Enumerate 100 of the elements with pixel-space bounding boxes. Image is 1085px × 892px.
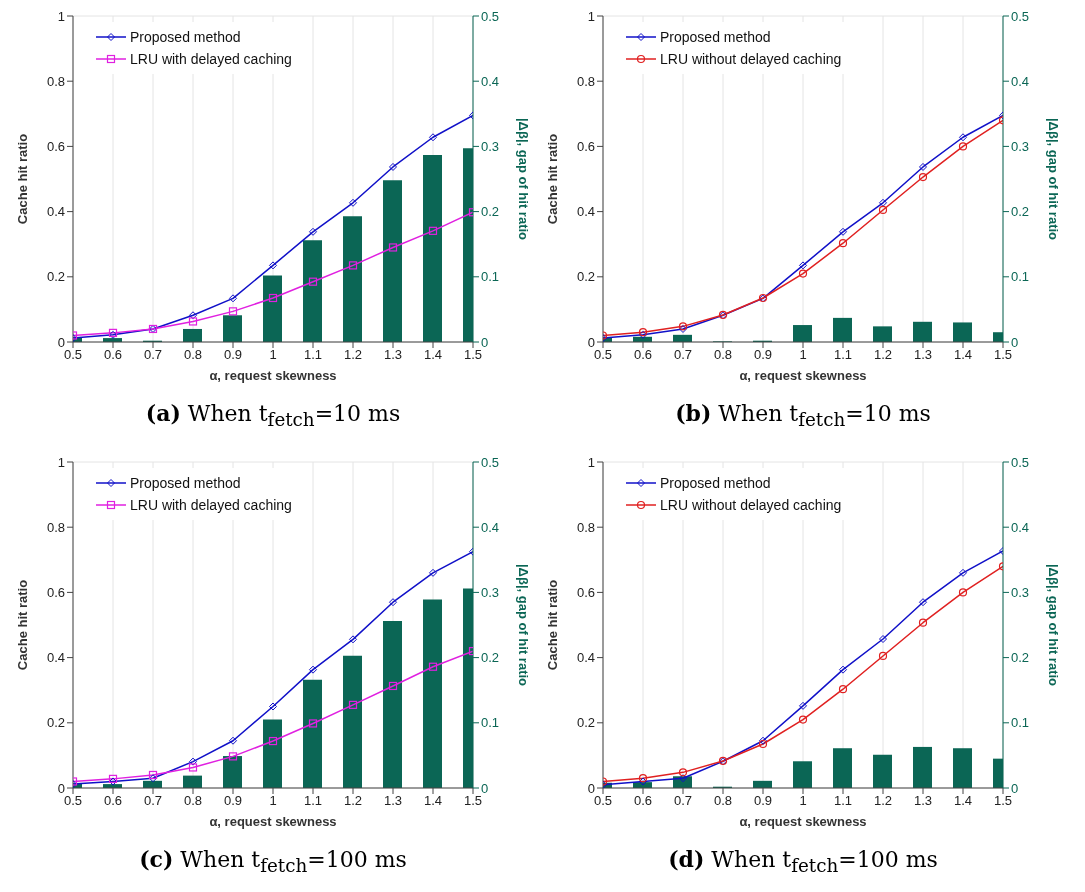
x-tick-label: 1.2 [343, 793, 363, 809]
x-tick-label: 0.5 [593, 347, 613, 363]
x-tick-label: 0.9 [753, 793, 773, 809]
y2-axis-title: |Δβ|, gap of hit ratio [1046, 117, 1062, 241]
y2-tick-label: 0.1 [481, 269, 500, 285]
y-tick-label: 0.6 [576, 585, 595, 601]
x-tick-label: 1.5 [463, 347, 483, 363]
x-tick-label: 1.3 [383, 793, 403, 809]
y2-tick-label: 0.4 [1011, 73, 1030, 89]
legend-label: LRU without delayed caching [660, 496, 842, 515]
y2-tick-label: 0 [1011, 334, 1019, 350]
y-tick-label: 0.2 [576, 715, 595, 731]
y-tick-label: 0.4 [46, 204, 65, 220]
y2-axis-title: |Δβ|, gap of hit ratio [516, 117, 532, 241]
y-tick-label: 0.6 [576, 139, 595, 155]
y-axis-title: Cache hit ratio [14, 579, 30, 671]
legend-label: Proposed method [130, 28, 241, 47]
x-tick-label: 0.8 [713, 793, 733, 809]
x-tick-label: 1.3 [913, 347, 933, 363]
y2-tick-label: 0.2 [1011, 204, 1030, 220]
x-tick-label: 0.5 [63, 793, 83, 809]
x-tick-label: 1.1 [833, 793, 853, 809]
x-tick-label: 0.7 [673, 347, 693, 363]
x-tick-label: 1.4 [953, 793, 973, 809]
text: (b) When t$_{fetch}$=10 ms [674, 400, 932, 431]
y2-tick-label: 0.4 [481, 73, 500, 89]
y-tick-label: 0.2 [576, 269, 595, 285]
x-tick-label: 0.8 [183, 793, 203, 809]
x-tick-label: 1 [269, 793, 277, 809]
x-tick-label: 1 [269, 347, 277, 363]
x-tick-label: 1.2 [873, 793, 893, 809]
y2-tick-label: 0.3 [481, 139, 500, 155]
x-tick-label: 1.5 [463, 793, 483, 809]
legend-label: Proposed method [660, 474, 771, 493]
y2-tick-label: 0 [481, 780, 489, 796]
y-tick-label: 0.8 [576, 73, 595, 89]
y2-tick-label: 0.5 [1011, 454, 1030, 470]
y-axis-title: Cache hit ratio [544, 579, 560, 671]
y-tick-label: 0 [57, 780, 65, 796]
y-tick-label: 0 [587, 780, 595, 796]
y2-tick-label: 0.2 [481, 204, 500, 220]
y2-tick-label: 0.4 [1011, 519, 1030, 535]
y2-tick-label: 0.5 [1011, 8, 1030, 24]
y2-axis-title: |Δβ|, gap of hit ratio [1046, 563, 1062, 687]
y-tick-label: 0.4 [46, 650, 65, 666]
text: (c) When t$_{fetch}$=100 ms [138, 846, 408, 877]
y-tick-label: 0.2 [46, 269, 65, 285]
x-tick-label: 1.1 [833, 347, 853, 363]
legend-label: LRU with delayed caching [130, 496, 292, 515]
x-tick-label: 0.6 [103, 347, 123, 363]
legend-label: LRU without delayed caching [660, 50, 842, 69]
x-tick-label: 1.1 [303, 793, 323, 809]
x-tick-label: 1.4 [423, 793, 443, 809]
y-tick-label: 0.8 [576, 519, 595, 535]
x-tick-label: 1.2 [343, 347, 363, 363]
x-tick-label: 1.4 [423, 347, 443, 363]
x-tick-label: 0.5 [593, 793, 613, 809]
legend-label: LRU with delayed caching [130, 50, 292, 69]
y-axis-title: Cache hit ratio [544, 133, 560, 225]
x-axis-title: α, request skewness [739, 368, 867, 383]
x-tick-label: 0.6 [633, 347, 653, 363]
legend-label: Proposed method [660, 28, 771, 47]
x-tick-label: 0.5 [63, 347, 83, 363]
x-tick-label: 1.1 [303, 347, 323, 363]
y-tick-label: 0 [587, 334, 595, 350]
y-tick-label: 0.8 [46, 519, 65, 535]
y2-tick-label: 0.5 [481, 8, 500, 24]
y-tick-label: 1 [57, 454, 65, 470]
x-tick-label: 0.8 [713, 347, 733, 363]
text: (a) When t$_{fetch}$=10 ms [144, 400, 402, 431]
y-tick-label: 1 [587, 454, 595, 470]
y2-tick-label: 0.1 [481, 715, 500, 731]
x-tick-label: 1 [799, 793, 807, 809]
y-tick-label: 1 [57, 8, 65, 24]
y2-tick-label: 0.1 [1011, 269, 1030, 285]
text: (d) When t$_{fetch}$=100 ms [667, 846, 939, 877]
y2-axis-title: |Δβ|, gap of hit ratio [516, 563, 532, 687]
x-tick-label: 0.7 [143, 347, 163, 363]
x-tick-label: 0.6 [633, 793, 653, 809]
x-tick-label: 1.4 [953, 347, 973, 363]
x-tick-label: 0.9 [223, 347, 243, 363]
y2-tick-label: 0.3 [481, 585, 500, 601]
x-tick-label: 0.9 [223, 793, 243, 809]
y-tick-label: 0.4 [576, 204, 595, 220]
y2-tick-label: 0.2 [481, 650, 500, 666]
x-tick-label: 0.9 [753, 347, 773, 363]
x-tick-label: 1.2 [873, 347, 893, 363]
y2-tick-label: 0.3 [1011, 139, 1030, 155]
x-tick-label: 0.6 [103, 793, 123, 809]
y2-tick-label: 0 [1011, 780, 1019, 796]
y-tick-label: 0.6 [46, 139, 65, 155]
x-axis-title: α, request skewness [209, 368, 337, 383]
y-tick-label: 0.2 [46, 715, 65, 731]
y2-tick-label: 0.4 [481, 519, 500, 535]
x-axis-title: α, request skewness [739, 814, 867, 829]
x-tick-label: 1.3 [913, 793, 933, 809]
y-tick-label: 0.4 [576, 650, 595, 666]
x-tick-label: 1.5 [993, 793, 1013, 809]
x-tick-label: 0.7 [143, 793, 163, 809]
y2-tick-label: 0.1 [1011, 715, 1030, 731]
